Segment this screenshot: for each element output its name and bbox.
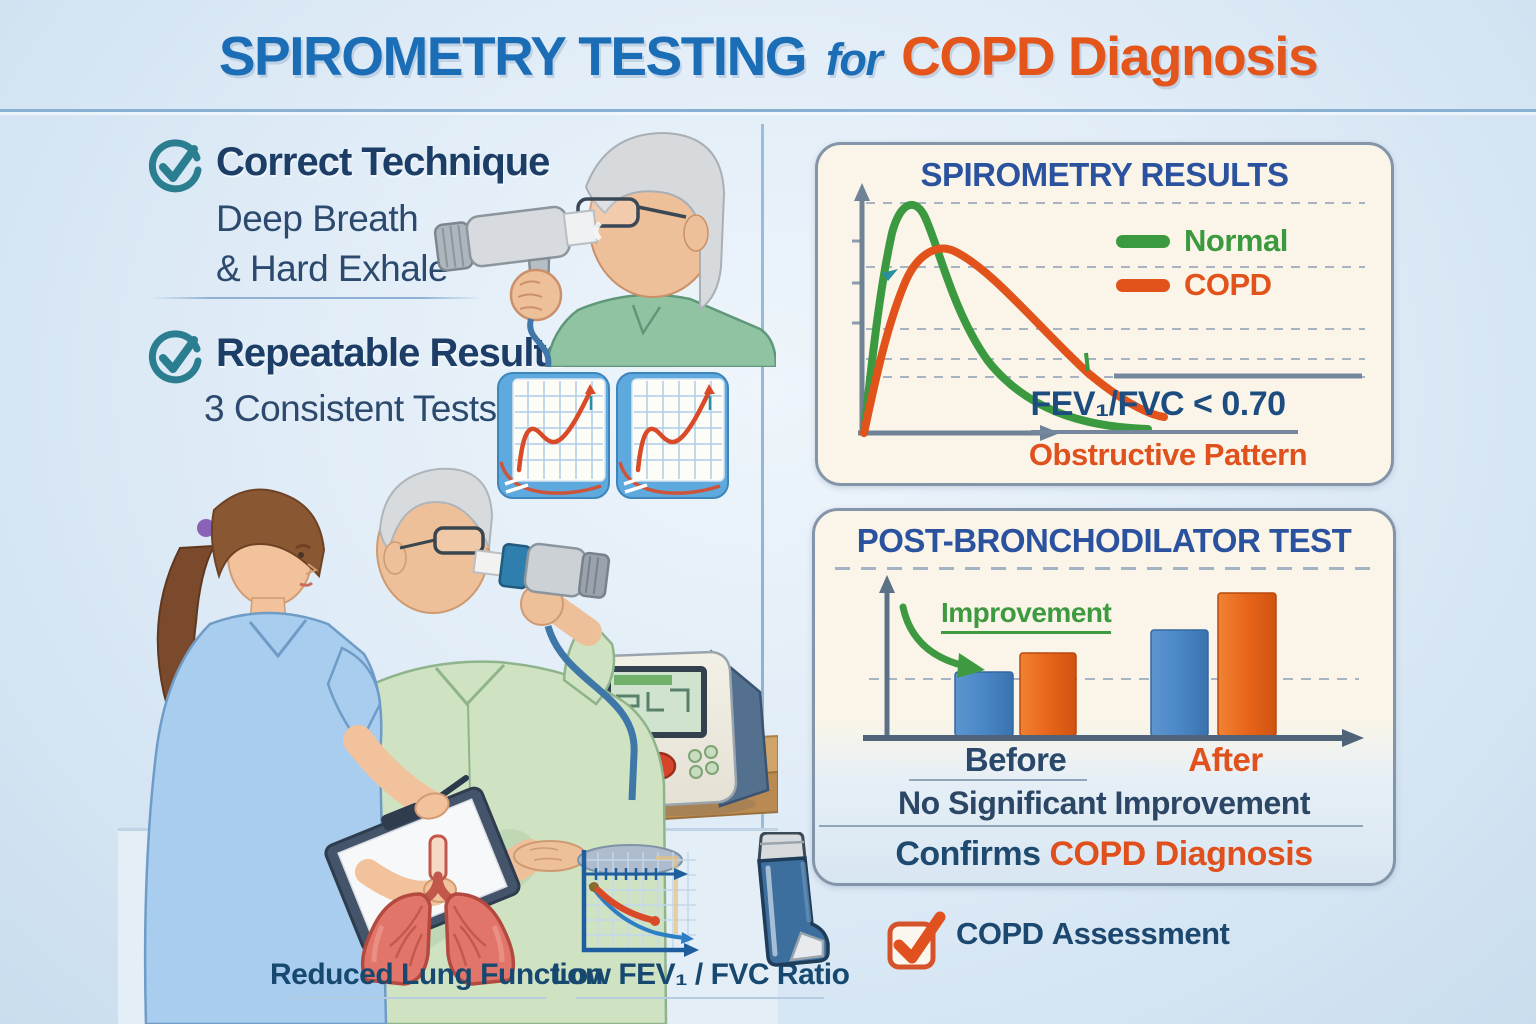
before-blue-bar (954, 671, 1014, 737)
copd-legend-swatch (1116, 278, 1170, 292)
conclusion-divider (819, 825, 1363, 827)
bronchodilator-panel-title: POST-BRONCHODILATOR TEST (856, 522, 1352, 559)
improvement-label: Improvement (941, 597, 1112, 634)
no-improvement-text: No Significant Improvement (898, 785, 1310, 821)
assessment-label-bold: COPD (956, 916, 1052, 951)
conclusion-text: Confirms COPD Diagnosis (815, 835, 1393, 874)
checklist-heading-repeatable: Repeatable Results (216, 331, 568, 375)
checklist-detail-technique: Deep Breath & Hard Exhale (216, 194, 449, 294)
after-blue-bar (1150, 629, 1209, 737)
checkbox-checked-icon (887, 911, 946, 970)
flow-volume-chart (852, 183, 1365, 441)
lungs-caption: Reduced Lung Function (270, 958, 603, 991)
detail-line: & Hard Exhale (216, 248, 449, 289)
spirometer-tube (544, 624, 638, 801)
machine-green-buttons (688, 745, 719, 779)
after-orange-bar (1217, 592, 1277, 737)
test-graph-card-icon (616, 372, 729, 499)
chart-legend: Normal COPD (1116, 219, 1288, 307)
before-underline (909, 779, 1087, 781)
column-divider (761, 124, 764, 1006)
fev-fvc-criterion: FEV₁/FVC < 0.70 (1030, 385, 1286, 423)
title-accent: COPD Diagnosis (901, 25, 1319, 87)
before-orange-bar (1019, 652, 1077, 737)
left-section-divider (150, 297, 482, 299)
check-circle-icon (148, 139, 202, 193)
copd-curve (860, 244, 1168, 437)
conclusion-highlight: COPD Diagnosis (1049, 835, 1314, 873)
man-blowing-spirometer-illustration (433, 131, 776, 367)
conclusion-prefix: Confirms (895, 835, 1050, 873)
before-label: Before (964, 741, 1067, 778)
copd-assessment-label: COPD Assessment (956, 916, 1230, 952)
legend-item-normal: Normal (1116, 219, 1288, 263)
checklist-detail-repeatable: 3 Consistent Tests (204, 384, 497, 434)
normal-legend-swatch (1116, 234, 1170, 248)
legend-item-copd: COPD (1116, 263, 1288, 307)
check-circle-icon (148, 330, 202, 384)
ratio-caption-underline (576, 997, 824, 999)
obstructive-pattern-label: Obstructive Pattern (1028, 437, 1308, 472)
normal-legend-label: Normal (1184, 223, 1288, 258)
detail-line: Deep Breath (216, 198, 419, 239)
lungs-icon (360, 834, 516, 986)
copd-legend-label: COPD (1184, 267, 1272, 302)
spirometry-results-panel: SPIROMETRY RESULTS (815, 142, 1394, 486)
checklist-heading-technique: Correct Technique (216, 140, 550, 184)
after-label: After (1188, 741, 1263, 778)
lungs-caption-underline (290, 997, 546, 999)
detail-line: 3 Consistent Tests (204, 388, 497, 429)
title-main: SPIROMETRY TESTING (218, 25, 808, 87)
page-title: SPIROMETRY TESTING for COPD Diagnosis (0, 24, 1536, 88)
post-bronchodilator-panel: POST-BRONCHODILATOR TEST Improve (812, 508, 1396, 886)
panel-dashed-divider (835, 567, 1373, 570)
normal-curve (860, 201, 1152, 437)
before-after-bar-chart (863, 575, 1364, 747)
fev-fvc-ratio-chart-icon (581, 850, 699, 957)
improvement-arrow (899, 603, 969, 670)
spirometer-device (472, 542, 611, 599)
title-connector: for (825, 34, 883, 85)
header-divider (0, 109, 1536, 112)
test-graph-card-icon (497, 372, 610, 499)
assessment-label-rest: Assessment (1051, 916, 1230, 951)
inhaler-icon (757, 832, 830, 967)
nurse-illustration (143, 488, 521, 1024)
results-panel-title: SPIROMETRY RESULTS (920, 156, 1289, 193)
